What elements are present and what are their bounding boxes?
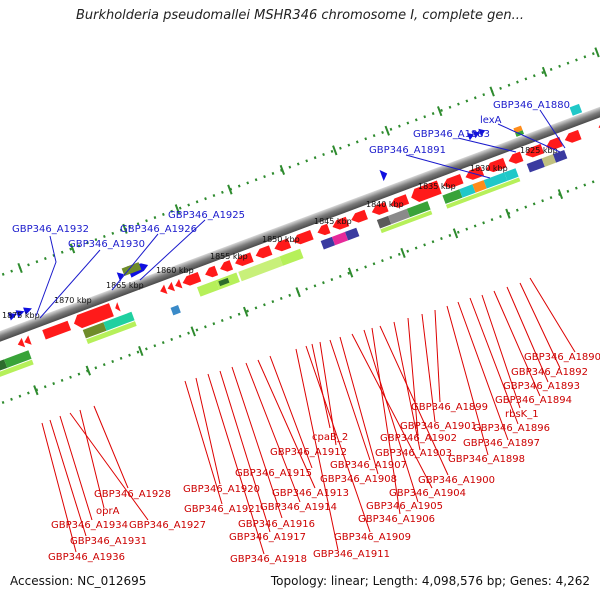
tick-label: 1855 kbp: [210, 252, 248, 261]
gene-label: GBP346_A1904: [389, 488, 466, 499]
gene-label: GBP346_A1913: [272, 488, 349, 499]
tick-label: 1825 kbp: [520, 146, 558, 155]
tick-label: 1850 kbp: [262, 235, 300, 244]
gene-label: rbsK_1: [505, 409, 539, 420]
gene-label: GBP346_A1897: [463, 438, 540, 449]
tick-label: 1875 kbp: [2, 311, 40, 320]
gene-label: GBP346_A1931: [70, 536, 147, 547]
tick-label: 1835 kbp: [418, 182, 456, 191]
genome-stats-label: Topology: linear; Length: 4,098,576 bp; …: [270, 574, 590, 588]
forward-labels: GBP346_A1880 lexA GBP346_A1883 GBP346_A1…: [12, 100, 570, 319]
gene-label: GBP346_A1921: [184, 504, 261, 515]
cog-blocks: [0, 103, 583, 378]
scale-tick-labels: 1825 kbp 1830 kbp 1835 kbp 1840 kbp 1845…: [2, 146, 558, 320]
gene-label: GBP346_A1930: [68, 239, 145, 250]
scale-line: [0, 38, 600, 308]
map-title: Burkholderia pseudomallei MSHR346 chromo…: [75, 8, 525, 23]
tick-label: 1860 kbp: [156, 266, 194, 275]
reverse-leader-lines: [41, 277, 576, 555]
gene-label: GBP346_A1898: [448, 454, 525, 465]
gene-label: GBP346_A1899: [411, 402, 488, 413]
gene-label: GBP346_A1902: [380, 433, 457, 444]
gene-label: GBP346_A1890: [524, 352, 600, 363]
gene-label: GBP346_A1900: [418, 475, 495, 486]
gene-label: GBP346_A1934: [51, 520, 128, 531]
tick-label: 1865 kbp: [106, 281, 144, 290]
gene-label: GBP346_A1893: [503, 381, 580, 392]
gene-label: GBP346_A1915: [235, 468, 312, 479]
gene-label: GBP346_A1901: [400, 421, 477, 432]
gene-label: GBP346_A1917: [229, 532, 306, 543]
tick-label: 1830 kbp: [470, 164, 508, 173]
gene-label: GBP346_A1880: [493, 100, 570, 111]
gene-label: GBP346_A1894: [495, 395, 572, 406]
gene-label: GBP346_A1883: [413, 129, 490, 140]
tick-label: 1845 kbp: [314, 217, 352, 226]
gene-label: GBP346_A1911: [313, 549, 390, 560]
gene-label: GBP346_A1936: [48, 552, 125, 563]
gene-label: GBP346_A1892: [511, 367, 588, 378]
gene-label: GBP346_A1918: [230, 554, 307, 565]
accession-label: Accession: NC_012695: [10, 574, 147, 588]
gene-label: GBP346_A1912: [270, 447, 347, 458]
gene-label: GBP346_A1905: [366, 501, 443, 512]
gene-label: GBP346_A1903: [375, 448, 452, 459]
gene-label: GBP346_A1927: [129, 520, 206, 531]
gene-label: GBP346_A1928: [94, 489, 171, 500]
gene-label: GBP346_A1926: [120, 224, 197, 235]
gene-label: GBP346_A1932: [12, 224, 89, 235]
backbone: [0, 88, 600, 372]
gene-label: GBP346_A1916: [238, 519, 315, 530]
reverse-gene-features[interactable]: [15, 117, 600, 351]
gene-label: GBP346_A1907: [330, 460, 407, 471]
gene-label: GBP346_A1925: [168, 210, 245, 221]
gene-label: GBP346_A1908: [320, 474, 397, 485]
gene-label: GBP346_A1891: [369, 145, 446, 156]
tick-label: 1840 kbp: [366, 200, 404, 209]
reverse-labels: GBP346_A1890 GBP346_A1892 GBP346_A1893 G…: [48, 352, 600, 565]
gene-label: GBP346_A1896: [473, 423, 550, 434]
gene-label: GBP346_A1920: [183, 484, 260, 495]
tick-label: 1870 kbp: [54, 296, 92, 305]
gene-label: GBP346_A1906: [358, 514, 435, 525]
gene-label: oprA: [96, 506, 120, 517]
scale-ticks: [17, 47, 600, 396]
gene-label: lexA: [480, 115, 502, 126]
lower-dotted-line: [0, 151, 600, 420]
gene-label: GBP346_A1909: [334, 532, 411, 543]
gene-label: GBP346_A1914: [260, 502, 337, 513]
gene-label: cpaB_2: [312, 432, 348, 443]
